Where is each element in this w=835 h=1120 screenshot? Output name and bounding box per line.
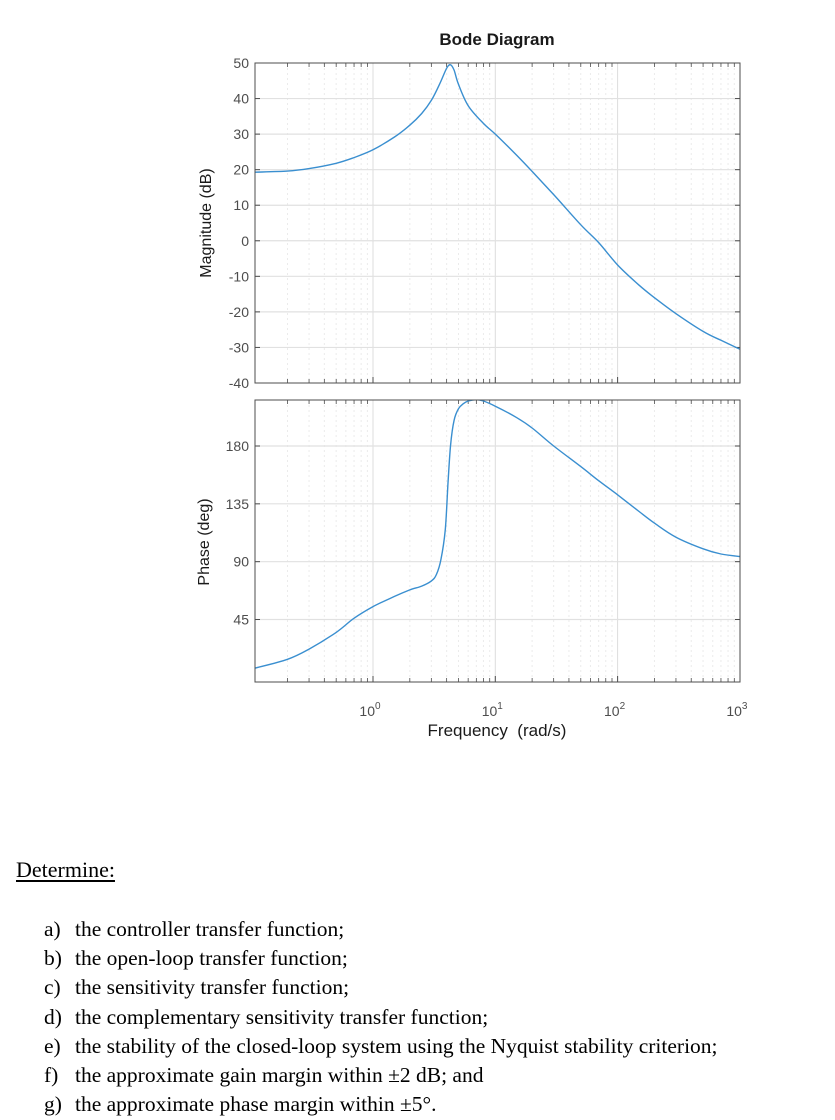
item-text: the approximate gain margin within ±2 dB… (75, 1062, 484, 1087)
item-marker: a) (44, 917, 61, 941)
y-tick-label: -20 (229, 304, 249, 320)
frequency-tick-labels: 100 101 102 103 (359, 701, 747, 719)
question-item: b) the open-loop transfer function; (44, 944, 718, 973)
question-list: a) the controller transfer function; b) the… (44, 915, 718, 1119)
question-item: d) the complementary sensitivity transfer… (44, 1003, 718, 1032)
question-prompt: Determine: (16, 857, 115, 882)
x-tick-label: 101 (482, 701, 504, 719)
question-item: a) the controller transfer function; (44, 915, 718, 944)
item-marker: c) (44, 975, 61, 1000)
item-marker: g) (44, 1092, 62, 1117)
x-tick-label: 102 (604, 701, 626, 719)
question-item: c) the sensitivity transfer function; (44, 973, 718, 1002)
item-text: the approximate phase margin within ±5°. (75, 1092, 437, 1117)
item-marker: d) (44, 1004, 62, 1029)
y-tick-label: 90 (233, 554, 249, 570)
item-text: the controller transfer function; (75, 917, 345, 941)
question-item: e) the stability of the closed-loop syste… (44, 1032, 718, 1061)
y-tick-label: 0 (241, 233, 249, 249)
y-tick-label: -10 (229, 268, 249, 284)
y-tick-label: 45 (233, 612, 249, 628)
phase-curve (255, 400, 740, 669)
y-tick-label: 20 (233, 162, 249, 178)
magnitude-axis-label: Magnitude (dB) (198, 168, 215, 277)
y-tick-label: 40 (233, 91, 249, 107)
item-text: the open-loop transfer function; (75, 946, 348, 971)
magnitude-curve (255, 64, 740, 350)
item-marker: f) (44, 1062, 59, 1087)
item-text: the stability of the closed-loop system … (75, 1033, 718, 1058)
phase-plot: 180 135 90 45 (226, 399, 741, 683)
item-text: the sensitivity transfer function; (75, 975, 350, 1000)
item-marker: b) (44, 946, 62, 971)
phase-axis-label: Phase (deg) (196, 498, 213, 585)
y-tick-label: 135 (226, 496, 250, 512)
y-tick-label: 50 (233, 55, 249, 71)
y-tick-label: 30 (233, 126, 249, 142)
chart-title: Bode Diagram (439, 30, 554, 49)
frequency-axis-label: Frequency (rad/s) (428, 721, 567, 740)
x-tick-label: 100 (359, 701, 381, 719)
item-marker: e) (44, 1033, 61, 1058)
x-tick-label: 103 (726, 701, 748, 719)
magnitude-plot: 50 40 30 20 10 0 -10 -20 -30 -40 (229, 55, 741, 391)
y-tick-label: -30 (229, 339, 249, 355)
question-item: f) the approximate gain margin within ±2 … (44, 1061, 718, 1090)
y-tick-label: 10 (233, 197, 249, 213)
y-tick-label: 180 (226, 438, 250, 454)
question-item: g) the approximate phase margin within ±5… (44, 1090, 718, 1119)
y-tick-label: -40 (229, 375, 249, 391)
item-text: the complementary sensitivity transfer f… (75, 1004, 489, 1029)
